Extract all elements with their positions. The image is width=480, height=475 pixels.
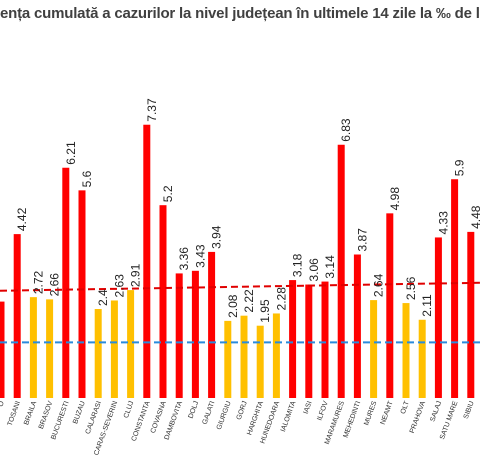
category-label: GORJ bbox=[236, 400, 249, 421]
value-label: 2.4 bbox=[96, 289, 110, 306]
bar-maramures bbox=[337, 144, 345, 398]
value-label: 4.48 bbox=[469, 205, 480, 229]
bar-covasna bbox=[159, 205, 167, 398]
bar-salaj bbox=[434, 237, 442, 398]
value-label: 5.6 bbox=[80, 170, 94, 187]
bar-buzau bbox=[78, 190, 86, 398]
value-label: 2.28 bbox=[274, 287, 288, 311]
value-label: 2.11 bbox=[420, 294, 434, 317]
bar-mehedinti bbox=[353, 254, 361, 398]
bar-constanta bbox=[143, 124, 151, 398]
value-label: 2.66 bbox=[48, 273, 62, 297]
bar-dambovita bbox=[175, 273, 183, 398]
value-label: 2.63 bbox=[112, 274, 126, 298]
category-label: BRAILA bbox=[23, 400, 38, 426]
bar-ilfov bbox=[321, 281, 329, 398]
bar-botosani bbox=[13, 234, 21, 398]
category-label: SIBIU bbox=[463, 400, 476, 420]
category-label: MURES bbox=[363, 400, 378, 426]
category-label: CALARASI bbox=[85, 400, 103, 435]
category-label: O bbox=[0, 400, 6, 408]
bar-calarasi bbox=[94, 309, 102, 398]
category-label: PRAHOVA bbox=[409, 400, 427, 434]
value-label: 3.06 bbox=[307, 258, 321, 282]
category-label: DOLJ bbox=[188, 400, 201, 419]
value-label: 4.98 bbox=[388, 187, 402, 211]
value-label: 7.37 bbox=[145, 98, 159, 122]
category-label: BUZAU bbox=[72, 400, 87, 425]
bar-ialomita bbox=[289, 280, 297, 398]
bar-galati bbox=[208, 251, 216, 398]
category-label: TOSANI bbox=[7, 400, 22, 427]
category-label: IASI bbox=[303, 400, 314, 415]
value-label: 2.72 bbox=[31, 270, 45, 294]
bar-gorj bbox=[240, 315, 248, 398]
category-label: BRASOV bbox=[38, 400, 55, 430]
value-label: 5.9 bbox=[453, 159, 467, 176]
value-label: 4.33 bbox=[436, 211, 450, 235]
bar-cluj bbox=[127, 290, 135, 398]
category-label: IALOMITA bbox=[280, 400, 298, 433]
bar-iasi bbox=[305, 284, 313, 398]
value-label: 2.91 bbox=[129, 263, 143, 287]
bar-mures bbox=[370, 300, 378, 398]
value-label: 3.36 bbox=[177, 247, 191, 271]
value-label: 6.83 bbox=[339, 118, 353, 142]
category-label: GALATI bbox=[202, 400, 217, 425]
bar-caras-severin bbox=[110, 300, 118, 398]
bar-ab- bbox=[0, 301, 5, 398]
value-label: 3.43 bbox=[193, 244, 207, 268]
category-label: HARGHITA bbox=[246, 400, 265, 436]
value-label: 6.21 bbox=[64, 141, 78, 165]
category-label: NEAMT bbox=[380, 400, 395, 426]
value-label: 3.14 bbox=[323, 255, 337, 279]
category-label: DAMBOVITA bbox=[164, 400, 185, 441]
category-label: CLUJ bbox=[123, 400, 136, 419]
value-labels-group: 4.42 2.72 2.66 6.215.6 2.42.63 2.91 7.37 5.2 3.3… bbox=[15, 98, 480, 323]
value-label: 2.22 bbox=[242, 289, 256, 313]
bar-dolj bbox=[191, 270, 199, 398]
reference-line bbox=[0, 281, 480, 292]
bar-giurgiu bbox=[224, 320, 232, 398]
category-label: MEHEDINTI bbox=[343, 400, 363, 439]
bars-group bbox=[0, 124, 475, 398]
category-label: SATU MARE bbox=[439, 400, 459, 441]
bar-brasov bbox=[46, 299, 54, 398]
chart-title: ența cumulată a cazurilor la nivel județ… bbox=[0, 5, 480, 22]
category-label: OLT bbox=[400, 400, 411, 415]
bar-prahova bbox=[418, 319, 426, 398]
value-label: 3.18 bbox=[291, 253, 305, 277]
bar-bucuresti bbox=[62, 167, 70, 398]
value-label: 3.94 bbox=[210, 225, 224, 249]
bar-satu-mare bbox=[451, 179, 459, 398]
bar-braila bbox=[29, 297, 37, 398]
category-label: COVASNA bbox=[150, 400, 168, 434]
value-label: 4.42 bbox=[15, 207, 29, 231]
category-label: BUCURESTI bbox=[50, 400, 70, 440]
category-label: ILFOV bbox=[316, 400, 330, 422]
category-label: GIURGIU bbox=[216, 400, 233, 431]
category-label: SALAJ bbox=[429, 400, 443, 423]
bar-hunedoara bbox=[272, 313, 280, 398]
bar-harghita bbox=[256, 325, 264, 398]
value-label: 2.56 bbox=[404, 276, 418, 300]
value-label: 5.2 bbox=[161, 185, 175, 202]
bar-neamt bbox=[386, 213, 394, 398]
value-label: 2.64 bbox=[372, 273, 386, 297]
value-label: 1.95 bbox=[258, 299, 272, 323]
value-label: 3.87 bbox=[355, 228, 369, 252]
reference-lines-group bbox=[0, 281, 480, 344]
value-label: 2.08 bbox=[226, 294, 240, 318]
bar-olt bbox=[402, 303, 410, 398]
bar-sibiu bbox=[467, 231, 475, 398]
